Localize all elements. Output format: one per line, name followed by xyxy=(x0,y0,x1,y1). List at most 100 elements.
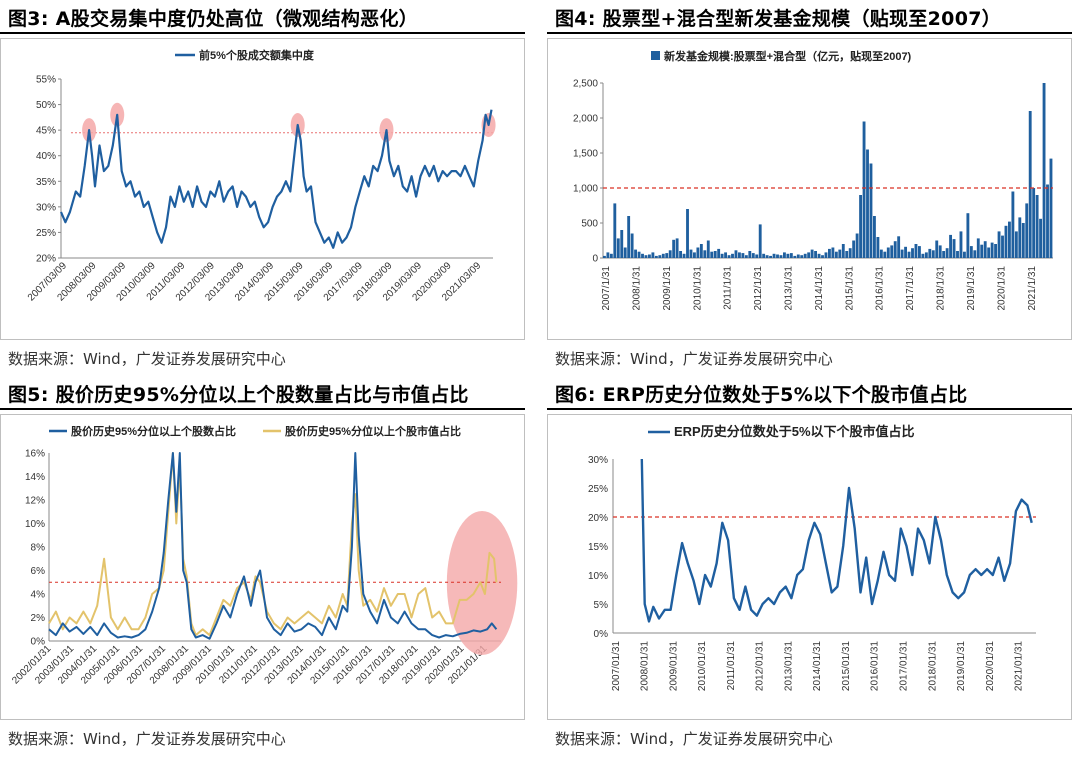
x-tick-label: 2018/01/31 xyxy=(927,641,938,691)
y-tick-label: 1,000 xyxy=(573,184,598,195)
x-tick-label: 2014/1/31 xyxy=(814,266,825,311)
y-tick-label: 20% xyxy=(36,254,56,265)
x-tick-label: 2017/1/31 xyxy=(905,266,916,311)
bar xyxy=(966,213,970,258)
bar xyxy=(956,251,959,258)
bar xyxy=(717,248,721,258)
bar xyxy=(741,253,745,258)
bar xyxy=(634,249,638,258)
bar xyxy=(1032,188,1036,258)
legend-swatch xyxy=(651,51,660,60)
bar xyxy=(1001,235,1004,258)
x-tick-label: 2015/01/31 xyxy=(841,641,852,691)
bar xyxy=(852,240,856,258)
bar xyxy=(803,253,807,258)
legend-label: 新发基金规模:股票型+混合型（亿元，贴现至2007) xyxy=(664,49,912,63)
bar xyxy=(873,216,876,258)
bar xyxy=(810,249,814,258)
y-tick-label: 0% xyxy=(594,629,609,640)
bar xyxy=(928,248,932,258)
bar xyxy=(1042,83,1046,258)
bar xyxy=(855,233,859,258)
bar xyxy=(786,253,790,258)
bar xyxy=(789,253,793,258)
fig5-chart: 0%2%4%6%8%10%12%14%16%2002/01/312003/01/… xyxy=(10,424,518,687)
bar xyxy=(952,239,956,258)
bar xyxy=(627,216,631,258)
bar xyxy=(893,241,897,258)
bar xyxy=(838,249,842,258)
fig4-chart: 0 500 1,000 1,500 2,000 2,500 2007/1/31 2008/1/… xyxy=(573,49,1053,311)
y-tick-label: 15% xyxy=(588,542,608,553)
bar xyxy=(776,254,779,258)
x-tick-label: 2008/1/31 xyxy=(631,266,642,311)
bar xyxy=(831,247,835,258)
bar xyxy=(969,246,973,258)
x-tick-label: 2018/1/31 xyxy=(936,266,947,311)
bar xyxy=(620,230,624,258)
bar xyxy=(623,247,627,258)
bar xyxy=(724,252,728,258)
x-tick-label: 2012/01/31 xyxy=(755,641,766,691)
bar xyxy=(758,224,762,258)
x-tick-label: 2019/01/31 xyxy=(956,641,967,691)
bar xyxy=(959,231,963,258)
bar xyxy=(907,251,911,258)
bar xyxy=(935,240,939,258)
bar xyxy=(973,250,977,258)
fig4-title-rule xyxy=(547,32,1072,34)
y-tick-label: 14% xyxy=(25,472,45,483)
legend-label: 股价历史95%分位以上个股市值占比 xyxy=(285,424,461,438)
y-tick-label: 8% xyxy=(31,543,46,554)
bar xyxy=(706,240,710,258)
bar xyxy=(890,245,894,258)
y-tick-label: 20% xyxy=(588,513,608,524)
bar xyxy=(931,250,935,258)
y-tick-label: 30% xyxy=(588,455,608,466)
y-tick-label: 2,000 xyxy=(573,114,598,125)
bar xyxy=(727,255,731,258)
x-tick-label: 2007/01/31 xyxy=(611,641,622,691)
bar xyxy=(668,250,672,258)
y-tick-label: 25% xyxy=(588,484,608,495)
series-line-count xyxy=(48,452,498,640)
bar xyxy=(886,247,890,258)
x-tick-label: 2009/01/31 xyxy=(668,641,679,691)
bar xyxy=(796,254,800,258)
bar xyxy=(845,251,849,258)
bar xyxy=(734,250,738,258)
bar xyxy=(938,245,942,258)
bar xyxy=(654,255,658,258)
y-tick-label: 12% xyxy=(25,496,45,507)
bar xyxy=(914,244,918,258)
legend-label: 股价历史95%分位以上个股数占比 xyxy=(71,424,236,438)
y-tick-label: 25% xyxy=(36,228,56,239)
bar xyxy=(883,251,887,258)
bar xyxy=(609,253,613,258)
bar xyxy=(869,163,873,258)
bar xyxy=(738,252,741,258)
x-tick-label: 2010/1/31 xyxy=(692,266,703,311)
bar xyxy=(689,249,693,258)
y-tick-label: 6% xyxy=(31,566,46,577)
x-tick-label: 2014/01/31 xyxy=(812,641,823,691)
bar xyxy=(1004,225,1008,258)
bar xyxy=(980,244,984,258)
bar xyxy=(658,255,662,258)
bar xyxy=(748,251,752,258)
fig6-chart: 0% 5% 10% 15% 20% 25% 30% 2007/01/31 2008/01/31 2… xyxy=(588,424,1036,691)
bar xyxy=(945,248,949,258)
fig3-source: 数据来源：Wind，广发证券发展研究中心 xyxy=(8,350,286,368)
x-tick-label: 2010/01/31 xyxy=(697,641,708,691)
bar xyxy=(987,247,991,258)
bar xyxy=(1011,191,1015,258)
bar xyxy=(682,253,686,258)
x-tick-label: 2009/1/31 xyxy=(662,266,673,311)
fig4-source: 数据来源：Wind，广发证券发展研究中心 xyxy=(555,350,833,368)
y-tick-label: 45% xyxy=(36,126,56,137)
x-tick-label: 2021/01/31 xyxy=(1014,641,1025,691)
x-tick-label: 2015/1/31 xyxy=(844,266,855,311)
y-tick-label: 4% xyxy=(31,590,46,601)
bar xyxy=(1035,195,1039,258)
bar xyxy=(1008,221,1011,258)
